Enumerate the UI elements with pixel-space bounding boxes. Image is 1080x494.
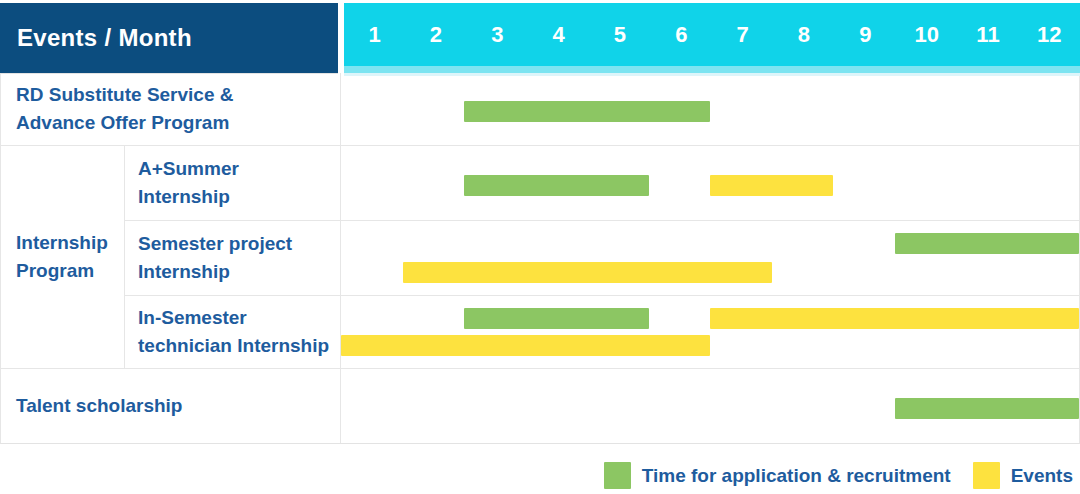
month-label: 8 [798, 22, 810, 48]
events-month-header-cell: Events / Month [0, 3, 338, 73]
chart-row-a-summer-internship [341, 145, 1079, 220]
events-bar [710, 175, 833, 196]
row-label-rd-substitute-program: RD Substitute Service & Advance Offer Pr… [1, 73, 341, 145]
month-label: 11 [976, 22, 999, 48]
chart-row-talent-scholarship [341, 368, 1079, 443]
month-label: 4 [553, 22, 565, 48]
legend: Time for application & recruitment Event… [0, 444, 1080, 494]
month-label: 10 [914, 22, 938, 48]
events-legend-label: Events [1011, 465, 1073, 487]
application-recruitment-swatch [604, 462, 631, 489]
month-label: 5 [614, 22, 626, 48]
application-recruitment-bar [464, 101, 710, 122]
month-label: 7 [737, 22, 749, 48]
month-label: 3 [491, 22, 503, 48]
events-bar [341, 335, 710, 356]
table-body: RD Substitute Service & Advance Offer Pr… [0, 73, 1080, 444]
application-recruitment-bar [464, 308, 649, 329]
table-header: Events / Month 1 2 3 4 5 6 7 8 9 10 11 1… [0, 3, 1080, 73]
events-swatch [973, 462, 1000, 489]
month-label: 2 [430, 22, 442, 48]
chart-row-in-semester-technician-internship [341, 295, 1079, 368]
row-label-semester-project-internship: Semester project Internship [125, 220, 341, 295]
month-label: 1 [369, 22, 381, 48]
row-label-internship-program-group: Internship Program [1, 145, 125, 368]
month-label: 6 [675, 22, 687, 48]
row-label-talent-scholarship: Talent scholarship [1, 368, 341, 443]
month-header-strip: 1 2 3 4 5 6 7 8 9 10 11 12 [344, 3, 1080, 73]
application-recruitment-bar [895, 398, 1080, 419]
row-label-in-semester-technician-internship: In-Semester technician Internship [125, 295, 341, 368]
month-label: 12 [1037, 22, 1061, 48]
chart-row-rd-substitute-program [341, 73, 1079, 145]
application-recruitment-bar [895, 233, 1080, 254]
row-label-a-summer-internship: A+Summer Internship [125, 145, 341, 220]
events-bar [403, 262, 772, 283]
chart-row-semester-project-internship [341, 220, 1079, 295]
application-recruitment-legend-label: Time for application & recruitment [642, 465, 951, 487]
application-recruitment-bar [464, 175, 649, 196]
month-label: 9 [859, 22, 871, 48]
gantt-schedule-chart: Events / Month 1 2 3 4 5 6 7 8 9 10 11 1… [0, 0, 1080, 494]
events-bar [710, 308, 1079, 329]
